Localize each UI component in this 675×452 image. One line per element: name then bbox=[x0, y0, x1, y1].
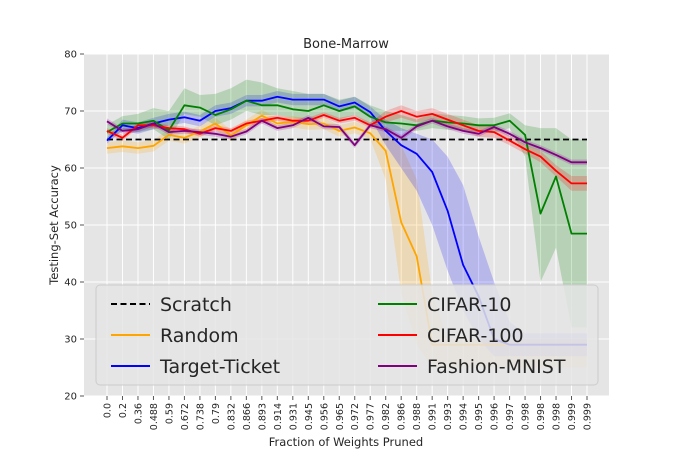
y-tick-label: 70 bbox=[64, 107, 77, 118]
x-tick-label: 0.998 bbox=[536, 403, 547, 430]
legend-label: Scratch bbox=[160, 294, 232, 316]
legend-label: CIFAR-10 bbox=[427, 294, 512, 316]
x-tick-label: 0.956 bbox=[319, 403, 330, 430]
x-tick-label: 0.998 bbox=[521, 403, 532, 430]
series-line bbox=[106, 110, 587, 185]
x-tick-label: 0.994 bbox=[459, 403, 470, 430]
x-tick-label: 0.965 bbox=[335, 403, 346, 430]
x-tick-label: 0.982 bbox=[381, 403, 392, 430]
x-tick-label: 0.79 bbox=[211, 403, 222, 424]
legend: Scratch Random Target-Ticket CIFAR-10 CIFAR-… bbox=[95, 284, 599, 386]
x-tick-label: 0.0 bbox=[103, 403, 114, 418]
x-tick-label: 0.672 bbox=[180, 403, 191, 430]
y-axis-label: Testing-Set Accuracy bbox=[47, 165, 61, 286]
y-tick-label: 60 bbox=[64, 164, 77, 175]
x-tick-label: 0.999 bbox=[567, 403, 578, 430]
series-line bbox=[106, 116, 587, 164]
x-axis-label: Fraction of Weights Pruned bbox=[269, 435, 423, 449]
y-axis-ticks: 20 30 40 50 60 70 80 bbox=[64, 50, 84, 403]
x-tick-label: 0.993 bbox=[443, 403, 454, 430]
x-tick-label: 0.893 bbox=[257, 403, 268, 430]
x-tick-label: 0.999 bbox=[583, 403, 594, 430]
x-tick-label: 0.738 bbox=[195, 403, 206, 430]
y-tick-label: 20 bbox=[64, 392, 77, 403]
legend-label: Random bbox=[160, 325, 239, 347]
x-tick-label: 0.488 bbox=[149, 403, 160, 430]
x-tick-label: 0.997 bbox=[505, 403, 516, 430]
x-tick-label: 0.995 bbox=[474, 403, 485, 430]
x-tick-label: 0.998 bbox=[552, 403, 563, 430]
y-tick-label: 30 bbox=[64, 335, 77, 346]
x-tick-label: 0.991 bbox=[428, 403, 439, 430]
x-tick-label: 0.832 bbox=[226, 403, 237, 430]
legend-box bbox=[95, 284, 599, 386]
x-axis-ticks: 0.0 0.2 0.36 0.488 0.59 0.672 0.738 0.79 0.832 0.… bbox=[103, 396, 594, 430]
legend-label: Fashion-MNIST bbox=[427, 356, 566, 378]
x-tick-label: 0.59 bbox=[164, 403, 175, 424]
y-tick-label: 80 bbox=[64, 50, 77, 61]
x-tick-label: 0.988 bbox=[412, 403, 423, 430]
series-line bbox=[106, 99, 587, 235]
x-tick-label: 0.986 bbox=[397, 403, 408, 430]
x-tick-label: 0.914 bbox=[273, 403, 284, 430]
x-tick-label: 0.972 bbox=[350, 403, 361, 430]
x-tick-label: 0.931 bbox=[288, 403, 299, 430]
x-tick-label: 0.996 bbox=[490, 403, 501, 430]
y-tick-label: 40 bbox=[64, 278, 77, 289]
legend-label: CIFAR-100 bbox=[427, 325, 524, 347]
x-tick-label: 0.977 bbox=[366, 403, 377, 430]
chart-title: Bone-Marrow bbox=[303, 37, 389, 52]
legend-label: Target-Ticket bbox=[159, 356, 280, 378]
x-tick-label: 0.2 bbox=[118, 403, 129, 418]
x-tick-label: 0.36 bbox=[133, 403, 144, 424]
x-tick-label: 0.866 bbox=[242, 403, 253, 430]
x-tick-label: 0.945 bbox=[304, 403, 315, 430]
y-tick-label: 50 bbox=[64, 221, 77, 232]
